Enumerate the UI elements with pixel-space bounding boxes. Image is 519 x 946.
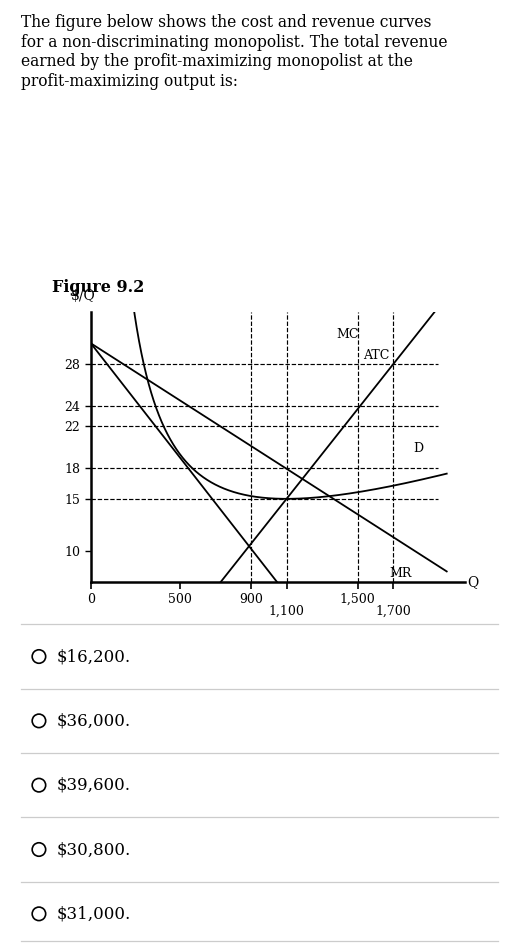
Text: D: D <box>413 442 423 455</box>
Text: Figure 9.2: Figure 9.2 <box>52 279 144 296</box>
Text: MC: MC <box>336 328 359 342</box>
Text: 900: 900 <box>239 593 263 606</box>
Text: $30,800.: $30,800. <box>57 841 131 858</box>
Text: $16,200.: $16,200. <box>57 648 131 665</box>
Text: MR: MR <box>390 567 412 580</box>
Text: 1,700: 1,700 <box>375 604 411 618</box>
Text: 1,100: 1,100 <box>269 604 305 618</box>
Text: Q: Q <box>467 575 479 588</box>
Text: 0: 0 <box>87 593 95 606</box>
Text: 1,500: 1,500 <box>340 593 376 606</box>
Text: 500: 500 <box>168 593 192 606</box>
Text: $39,600.: $39,600. <box>57 777 131 794</box>
Text: $/Q: $/Q <box>71 289 95 303</box>
Text: The figure below shows the cost and revenue curves
for a non-discriminating mono: The figure below shows the cost and reve… <box>21 14 447 90</box>
Text: $36,000.: $36,000. <box>57 712 131 729</box>
Text: $31,000.: $31,000. <box>57 905 131 922</box>
Text: ATC: ATC <box>363 349 389 361</box>
